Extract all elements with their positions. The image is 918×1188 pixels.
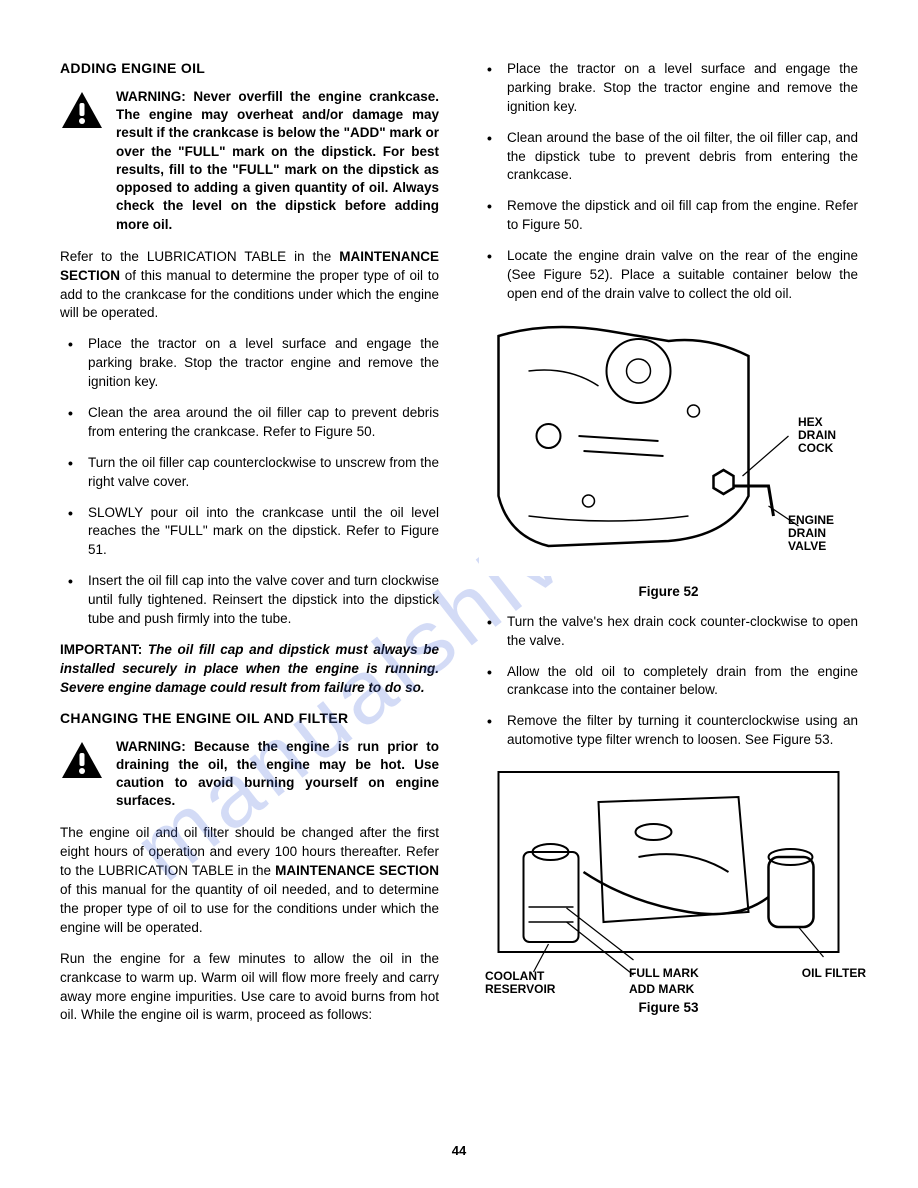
label-coolant-reservoir: COOLANT RESERVOIR bbox=[485, 970, 575, 996]
label-full-mark: FULL MARK bbox=[629, 967, 699, 980]
manual-page: manualshive.com ADDING ENGINE OIL WARNIN… bbox=[0, 0, 918, 1188]
figure-53: COOLANT RESERVOIR FULL MARK ADD MARK OIL… bbox=[479, 762, 858, 992]
warning-text-overfill: WARNING: Never overfill the engine crank… bbox=[116, 88, 439, 234]
label-oil-filter: OIL FILTER bbox=[802, 967, 866, 980]
right-column: Place the tractor on a level surface and… bbox=[479, 60, 858, 1037]
bullet-list-adding-oil: Place the tractor on a level surface and… bbox=[60, 335, 439, 629]
para-lubrication-ref: Refer to the LUBRICATION TABLE in the MA… bbox=[60, 248, 439, 324]
list-item: Remove the filter by turning it counterc… bbox=[479, 712, 858, 750]
list-item: Place the tractor on a level surface and… bbox=[479, 60, 858, 117]
para-change-interval: The engine oil and oil filter should be … bbox=[60, 824, 439, 937]
bullet-list-drain-prep: Place the tractor on a level surface and… bbox=[479, 60, 858, 304]
label-engine-drain-valve: ENGINE DRAIN VALVE bbox=[788, 514, 858, 554]
figure-52-caption: Figure 52 bbox=[479, 584, 858, 599]
figure-52: HEX DRAIN COCK ENGINE DRAIN VALVE bbox=[479, 316, 858, 576]
list-item: SLOWLY pour oil into the crankcase until… bbox=[60, 504, 439, 561]
figure-53-caption: Figure 53 bbox=[479, 1000, 858, 1015]
list-item: Insert the oil fill cap into the valve c… bbox=[60, 572, 439, 629]
list-item: Locate the engine drain valve on the rea… bbox=[479, 247, 858, 304]
warning-triangle-icon bbox=[60, 88, 104, 234]
label-add-mark: ADD MARK bbox=[629, 983, 694, 996]
label-hex-drain-cock: HEX DRAIN COCK bbox=[798, 416, 858, 456]
list-item: Turn the valve's hex drain cock counter-… bbox=[479, 613, 858, 651]
text: HEX DRAIN COCK bbox=[798, 416, 858, 456]
warning-triangle-icon bbox=[60, 738, 104, 811]
text: of this manual for the quantity of oil n… bbox=[60, 882, 439, 935]
bullet-list-drain: Turn the valve's hex drain cock counter-… bbox=[479, 613, 858, 750]
text-bold: IMPORTANT: bbox=[60, 642, 148, 657]
text: COOLANT RESERVOIR bbox=[485, 970, 575, 996]
text-bold: MAINTENANCE SECTION bbox=[275, 863, 439, 878]
text: ENGINE DRAIN VALVE bbox=[788, 514, 858, 554]
warning-block-hot: WARNING: Because the engine is run prior… bbox=[60, 738, 439, 811]
page-number: 44 bbox=[0, 1143, 918, 1158]
list-item: Remove the dipstick and oil fill cap fro… bbox=[479, 197, 858, 235]
heading-changing-oil: CHANGING THE ENGINE OIL AND FILTER bbox=[60, 710, 439, 726]
two-column-layout: ADDING ENGINE OIL WARNING: Never overfil… bbox=[60, 60, 858, 1037]
list-item: Place the tractor on a level surface and… bbox=[60, 335, 439, 392]
para-warm-oil: Run the engine for a few minutes to allo… bbox=[60, 950, 439, 1026]
para-important: IMPORTANT: The oil fill cap and dipstick… bbox=[60, 641, 439, 698]
left-column: ADDING ENGINE OIL WARNING: Never overfil… bbox=[60, 60, 439, 1037]
list-item: Turn the oil filler cap counterclockwise… bbox=[60, 454, 439, 492]
warning-block-overfill: WARNING: Never overfill the engine crank… bbox=[60, 88, 439, 234]
list-item: Allow the old oil to completely drain fr… bbox=[479, 663, 858, 701]
text: Refer to the LUBRICATION TABLE in the bbox=[60, 249, 339, 264]
warning-text-hot: WARNING: Because the engine is run prior… bbox=[116, 738, 439, 811]
list-item: Clean around the base of the oil filter,… bbox=[479, 129, 858, 186]
heading-adding-oil: ADDING ENGINE OIL bbox=[60, 60, 439, 76]
text: Turn the oil filler cap counterclockwise… bbox=[88, 455, 439, 489]
list-item: Clean the area around the oil filler cap… bbox=[60, 404, 439, 442]
